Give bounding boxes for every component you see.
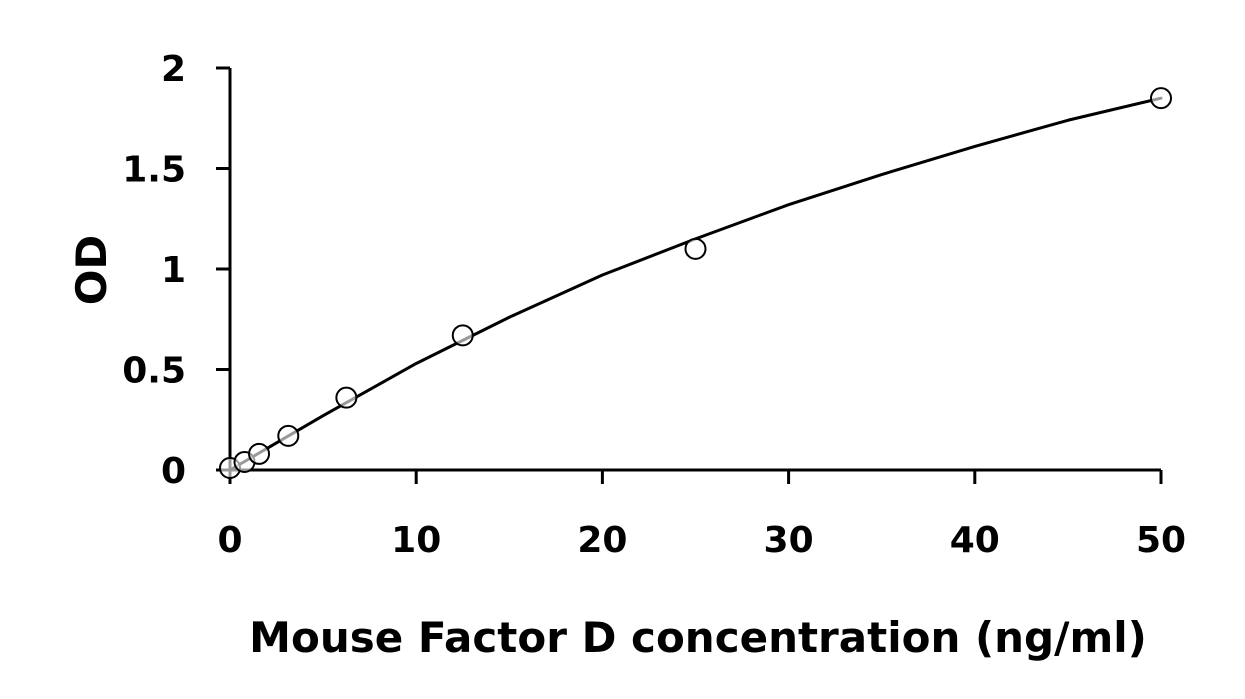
data-point — [684, 237, 707, 260]
x-tick-label: 40 — [950, 520, 1000, 561]
data-point — [248, 442, 271, 465]
data-point — [1150, 87, 1172, 110]
y-tick-label: 1 — [161, 250, 186, 291]
y-tick-label: 0.5 — [122, 351, 186, 392]
x-tick-label: 10 — [391, 520, 441, 561]
y-tick-label: 1.5 — [122, 150, 186, 191]
y-tick-label: 2 — [161, 49, 186, 90]
x-tick-label: 50 — [1136, 520, 1186, 561]
y-axis-label: OD — [67, 235, 116, 306]
x-tick-label: 0 — [217, 520, 242, 561]
fit-curve-layer — [228, 96, 1163, 472]
x-tick-label: 30 — [764, 520, 814, 561]
axes: 0 10 20 30 40 50 0 0.5 1 1.5 2 — [122, 49, 1186, 561]
x-axis-label: Mouse Factor D concentration (ng/ml) — [249, 613, 1147, 662]
data-points-layer — [219, 87, 1172, 479]
y-tick-label: 0 — [161, 451, 186, 492]
data-point — [451, 324, 474, 347]
data-point — [277, 424, 300, 447]
data-point — [335, 386, 358, 409]
x-tick-label: 20 — [577, 520, 627, 561]
fit-curve — [228, 96, 1163, 472]
